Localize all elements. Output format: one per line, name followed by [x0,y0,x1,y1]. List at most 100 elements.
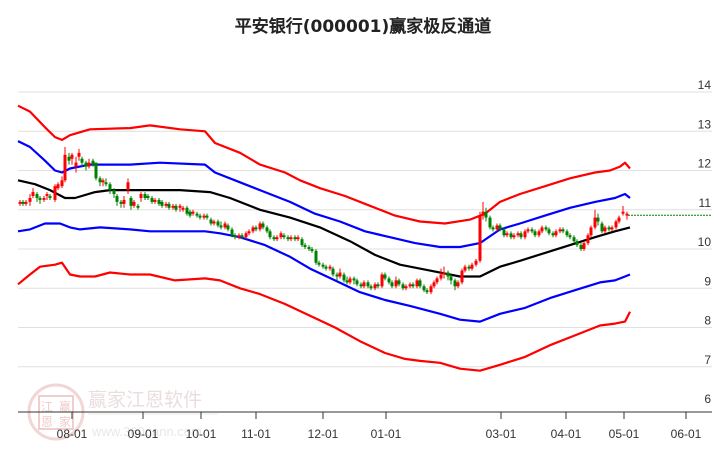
candle-body [115,196,119,202]
candle-body [275,237,279,240]
candle-body [328,266,332,269]
candle-body [435,278,439,283]
candle-body [523,231,527,238]
candle-body [589,227,593,236]
candle-body [129,197,133,206]
x-tick-label: 12-01 [308,427,339,441]
candle-body [303,245,307,248]
candle-body [153,199,157,202]
inner_upper-line [17,140,631,249]
candle-body [216,221,220,226]
candle-body [45,194,49,197]
candle-body [24,201,28,204]
candle-body [185,207,189,214]
mid_line-line [17,179,631,278]
candle-body [101,180,105,183]
candle-body [439,274,443,279]
candle-body [146,196,150,198]
watermark: 江 赢 恩 家 赢家江恩软件 www.360gann.com [27,383,218,441]
candle-body [296,237,300,240]
candle-body [369,286,373,289]
candle-body [502,229,506,236]
watermark-brand: 赢家江恩软件 [88,389,202,411]
channel-lines [17,104,631,372]
candle-body [282,235,286,238]
candle-body [98,178,102,183]
candle-body [394,280,398,287]
chart-title: 平安银行(000001)赢家极反通道 [234,17,492,37]
candle-body [247,231,251,234]
outer_upper-line [17,104,631,225]
candle-body [401,284,405,289]
candle-body [286,237,290,240]
candle-body [460,270,464,283]
candle-body [126,182,130,191]
candle-body [56,184,60,189]
candle-body [314,250,318,263]
candle-body [373,284,377,289]
candle-body [575,241,579,246]
candle-body [265,227,269,232]
candle-body [467,266,471,269]
candle-body [484,211,488,218]
candle-body [139,194,143,198]
candle-body [293,237,297,240]
y-tick-label: 7 [704,353,711,367]
candle-body [331,268,335,275]
candle-body [547,229,551,234]
candle-body [380,274,384,287]
candle-body [617,217,621,222]
candle-body [512,235,516,238]
candle-body [505,233,509,236]
candle-body [205,215,209,218]
candle-body [38,197,42,200]
candle-body [212,221,216,224]
candle-body [614,221,618,228]
candle-body [226,225,230,230]
candle-body [422,286,426,291]
candle-body [474,260,478,265]
candle-body [202,215,206,218]
y-tick-label: 10 [698,235,712,249]
candle-body [551,233,555,236]
candle-body [174,205,178,210]
y-tick-label: 14 [698,78,712,92]
watermark-url: www.360gann.com [91,424,202,439]
candle-body [122,199,126,204]
candle-body [446,272,450,277]
candle-body [488,217,492,228]
candle-body [579,245,583,249]
candle-body [537,231,541,236]
x-tick-label: 08-01 [57,427,88,441]
candle-body [143,194,147,198]
candle-body [317,262,321,265]
candle-body [408,284,412,287]
inner_lower-line [17,222,631,323]
candle-body [244,233,248,238]
candle-body [519,233,523,238]
svg-text:恩: 恩 [41,415,53,429]
candle-body [164,203,168,206]
candle-body [300,239,304,246]
x-tick-label: 04-01 [551,427,582,441]
outer_lower-line [17,261,631,372]
candle-body [335,274,339,277]
candle-body [558,229,562,232]
candle-body [307,247,311,249]
candle-body [425,290,429,293]
candle-body [533,231,537,236]
candle-body [596,217,600,222]
x-tick-label: 10-01 [186,427,217,441]
candle-body [418,280,422,287]
candle-body [411,284,415,287]
svg-text:江: 江 [41,400,53,414]
candle-body [167,203,171,208]
candle-body [28,197,32,202]
candle-body [572,237,576,242]
candle-body [237,235,241,238]
candle-body [261,223,265,228]
candle-body [600,223,604,232]
candle-body [449,276,453,281]
x-axis: 08-01 09-01 10-01 11-01 12-01 01-01 03-01 04-01… [18,411,712,441]
